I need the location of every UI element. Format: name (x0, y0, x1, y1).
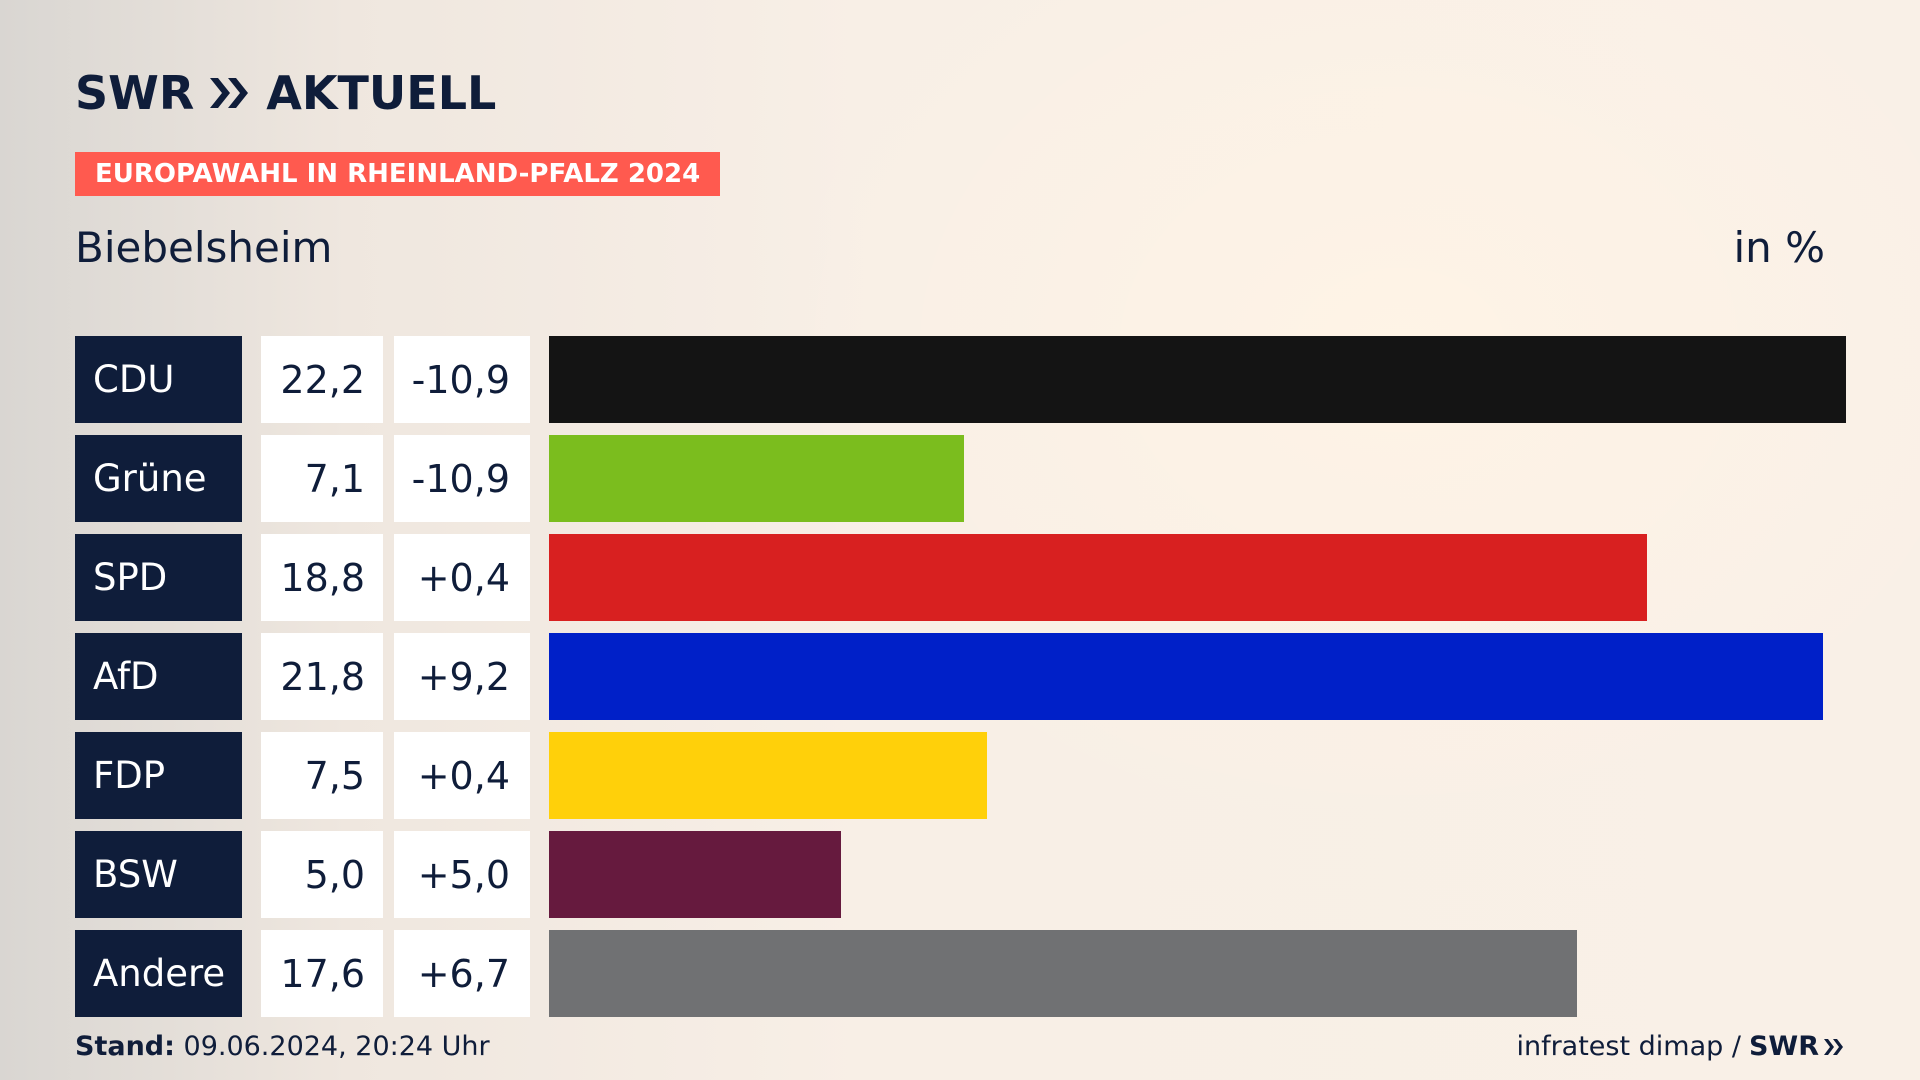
result-row: SPD 18,8 +0,4 (75, 534, 1845, 621)
result-value-label: 7,5 (261, 732, 383, 819)
unit-label: in % (1733, 223, 1825, 272)
location-title: Biebelsheim (75, 223, 333, 272)
party-label: FDP (75, 732, 242, 819)
party-label: BSW (75, 831, 242, 918)
change-value-label: -10,9 (394, 336, 530, 423)
result-row: Andere 17,6 +6,7 (75, 930, 1845, 1017)
result-bar (549, 435, 964, 522)
change-value-label: -10,9 (394, 435, 530, 522)
result-bar (549, 831, 841, 918)
stand-value: 09.06.2024, 20:24 Uhr (183, 1031, 490, 1062)
change-value-label: +0,4 (394, 534, 530, 621)
timestamp: Stand: 09.06.2024, 20:24 Uhr (75, 1030, 490, 1064)
swr-aktuell-logo: SWR AKTUELL (75, 68, 496, 118)
party-label: SPD (75, 534, 242, 621)
result-value-label: 5,0 (261, 831, 383, 918)
logo-brand: SWR (75, 66, 195, 120)
result-row: BSW 5,0 +5,0 (75, 831, 1845, 918)
result-bar (549, 336, 1846, 423)
result-value-label: 21,8 (261, 633, 383, 720)
stand-label: Stand: (75, 1031, 175, 1062)
double-chevron-icon (210, 78, 249, 108)
result-value-label: 22,2 (261, 336, 383, 423)
result-bar (549, 930, 1577, 1017)
result-row: Grüne 7,1 -10,9 (75, 435, 1845, 522)
change-value-label: +9,2 (394, 633, 530, 720)
change-value-label: +0,4 (394, 732, 530, 819)
change-value-label: +5,0 (394, 831, 530, 918)
party-label: Andere (75, 930, 242, 1017)
party-label: CDU (75, 336, 242, 423)
result-value-label: 17,6 (261, 930, 383, 1017)
source-brand: SWR (1748, 1031, 1819, 1062)
change-value-label: +6,7 (394, 930, 530, 1017)
result-row: FDP 7,5 +0,4 (75, 732, 1845, 819)
logo-title: AKTUELL (266, 66, 497, 120)
source-brand-logo: SWR (1749, 1030, 1845, 1064)
party-label: AfD (75, 633, 242, 720)
result-bar (549, 732, 987, 819)
small-double-chevron-icon (1824, 1039, 1843, 1055)
result-row: CDU 22,2 -10,9 (75, 336, 1846, 423)
source-text: infratest dimap / (1516, 1031, 1741, 1062)
result-bar (549, 633, 1823, 720)
source-credit: infratest dimap / SWR (1516, 1030, 1845, 1064)
result-value-label: 18,8 (261, 534, 383, 621)
result-value-label: 7,1 (261, 435, 383, 522)
election-tag: EUROPAWAHL IN RHEINLAND-PFALZ 2024 (75, 152, 721, 196)
result-bar (549, 534, 1647, 621)
party-label: Grüne (75, 435, 242, 522)
result-row: AfD 21,8 +9,2 (75, 633, 1845, 720)
